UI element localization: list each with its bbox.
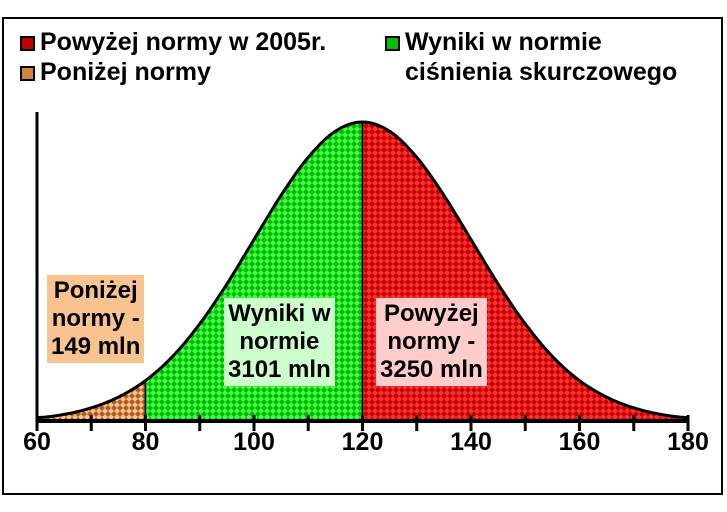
annotation-above: Powyżej normy - 3250 mln xyxy=(376,298,487,386)
legend-label-normal-2: ciśnienia skurczowego xyxy=(405,58,678,86)
x-tick-label: 100 xyxy=(233,428,275,456)
x-tick-label: 60 xyxy=(23,428,51,456)
x-tick-label: 180 xyxy=(667,428,709,456)
annotation-below: Poniżej normy - 149 mln xyxy=(47,275,145,363)
distribution-curve xyxy=(36,120,689,420)
annotation-above-line: 3250 mln xyxy=(380,356,483,383)
annotation-below-line: Poniżej xyxy=(53,277,138,304)
annotation-above-line: normy - xyxy=(387,328,476,355)
legend-label-above: Powyżej normy w 2005r. xyxy=(40,28,327,56)
annotation-normal: Wyniki w normie 3101 mln xyxy=(224,298,335,386)
legend-swatch-below xyxy=(20,66,35,81)
annotation-normal-line: 3101 mln xyxy=(228,356,331,383)
annotation-normal-line: Wyniki w xyxy=(228,300,331,327)
annotation-below-line: 149 mln xyxy=(51,333,141,360)
legend-label-below: Poniżej normy xyxy=(40,58,211,86)
legend-swatch-normal xyxy=(385,36,400,51)
chart-frame xyxy=(2,17,723,495)
x-tick-label: 120 xyxy=(342,428,384,456)
legend-swatch-above xyxy=(20,36,35,51)
annotation-below-line: normy - xyxy=(51,305,140,332)
x-tick-label: 140 xyxy=(450,428,492,456)
legend-label-normal-1: Wyniki w normie xyxy=(405,28,602,56)
x-tick-label: 160 xyxy=(559,428,601,456)
annotation-above-line: Powyżej xyxy=(384,300,479,327)
annotation-normal-line: normie xyxy=(239,328,320,355)
x-tick-label: 80 xyxy=(132,428,160,456)
